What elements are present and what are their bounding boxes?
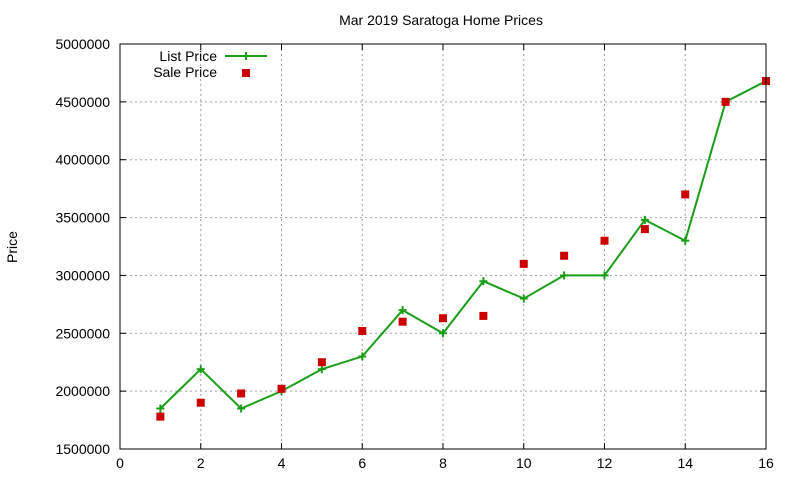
y-axis-label: Price <box>4 231 20 263</box>
square-marker <box>479 311 488 320</box>
legend-symbol <box>242 69 250 77</box>
y-tick-label: 2500000 <box>55 325 110 341</box>
x-tick-label: 14 <box>677 455 693 471</box>
y-tick-label: 3500000 <box>55 210 110 226</box>
x-tick-label: 12 <box>597 455 613 471</box>
plot-frame <box>119 43 767 450</box>
x-tick-label: 0 <box>116 455 124 471</box>
y-tick-label: 5000000 <box>55 36 110 52</box>
x-tick-label: 8 <box>439 455 447 471</box>
x-tick-label: 10 <box>516 455 532 471</box>
square-marker <box>398 317 407 326</box>
plus-marker <box>317 365 326 374</box>
plus-marker <box>479 277 488 286</box>
square-marker <box>317 358 326 367</box>
square-marker <box>277 384 286 393</box>
plus-marker <box>156 404 165 413</box>
plus-marker <box>439 329 447 338</box>
y-tick-label: 3000000 <box>55 267 110 283</box>
series-sale-price <box>156 77 770 421</box>
square-marker <box>600 236 609 245</box>
square-marker <box>519 259 528 268</box>
gridlines <box>120 44 766 449</box>
y-tick-label: 2000000 <box>55 383 110 399</box>
plus-marker <box>681 236 690 245</box>
square-marker <box>681 190 690 199</box>
plus-marker <box>242 52 250 60</box>
y-tick-label: 4000000 <box>55 152 110 168</box>
series-list-price <box>156 77 770 413</box>
series-layer <box>156 77 770 421</box>
square-marker <box>358 326 367 335</box>
square-marker <box>560 251 569 260</box>
square-marker <box>640 225 649 234</box>
square-marker <box>156 412 165 421</box>
legend-label: Sale Price <box>153 64 217 80</box>
legend-symbol <box>225 52 267 60</box>
plus-marker <box>358 352 367 361</box>
plus-marker <box>600 271 609 280</box>
series-line <box>159 80 767 410</box>
legend-label: List Price <box>159 48 217 64</box>
plus-marker <box>196 365 205 374</box>
plus-marker <box>398 306 407 315</box>
y-tick-label: 4500000 <box>55 94 110 110</box>
square-marker <box>196 398 205 407</box>
square-marker <box>242 69 250 77</box>
square-marker <box>237 389 246 398</box>
plus-marker <box>519 294 528 303</box>
x-tick-label: 2 <box>197 455 205 471</box>
x-tick-label: 4 <box>278 455 286 471</box>
y-tick-label: 1500000 <box>55 441 110 457</box>
chart-title: Mar 2019 Saratoga Home Prices <box>339 12 543 28</box>
x-tick-label: 16 <box>758 455 774 471</box>
square-marker <box>721 97 730 106</box>
square-marker <box>439 314 447 323</box>
x-tick-label: 6 <box>358 455 366 471</box>
plus-marker <box>640 215 649 224</box>
plus-marker <box>560 271 569 280</box>
plus-marker <box>237 404 246 413</box>
